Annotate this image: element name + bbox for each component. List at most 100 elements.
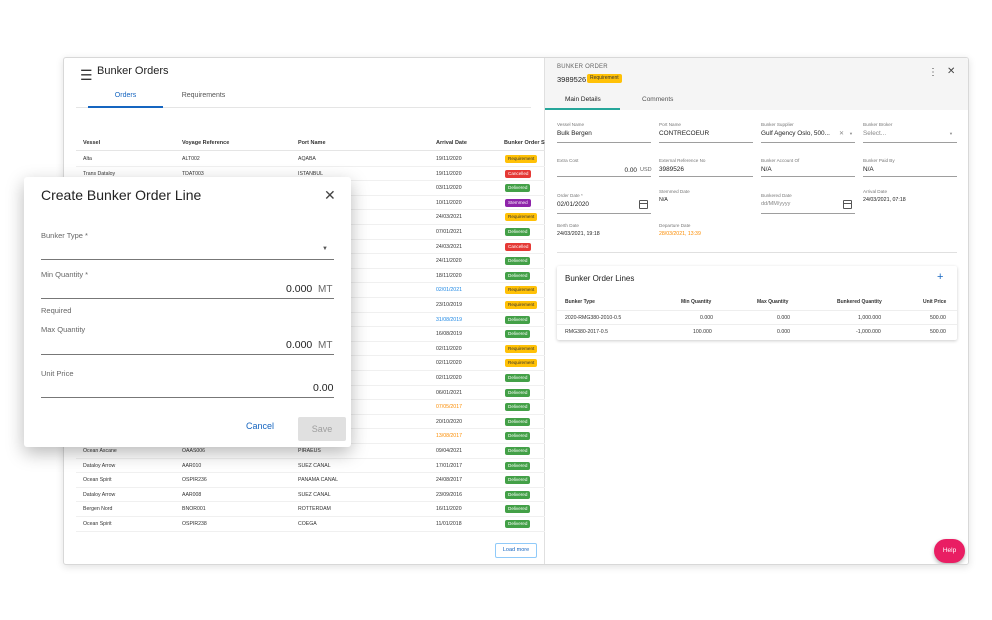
cell-arrival-date: 17/01/2017 bbox=[436, 462, 462, 469]
chevron-down-icon[interactable]: ▼ bbox=[949, 131, 953, 136]
load-more-button[interactable]: Load more bbox=[495, 543, 537, 558]
add-line-icon[interactable]: + bbox=[937, 271, 944, 283]
table-row[interactable]: Dataloy Arrow AAR010 SUEZ CANAL 17/01/2017 D… bbox=[76, 459, 545, 474]
cell-vessel: Ocean Spirit bbox=[83, 477, 112, 484]
chevron-down-icon[interactable]: ▼ bbox=[322, 246, 328, 252]
line-max: 0.000 bbox=[777, 329, 790, 335]
page-title: Bunker Orders bbox=[97, 65, 169, 77]
bunker-type-select[interactable] bbox=[41, 259, 334, 260]
status-badge: Delivered bbox=[505, 388, 531, 397]
status-badge: Delivered bbox=[505, 330, 531, 339]
cell-voyage: OSPIR238 bbox=[182, 521, 207, 527]
line-row[interactable]: RMG380-2017-0.5 100.000 0.000 -1,000.000… bbox=[557, 324, 957, 338]
status-badge: Delivered bbox=[505, 374, 531, 382]
required-error-text: Required bbox=[41, 306, 72, 315]
lines-col-bunkered: Bunkered Quantity bbox=[837, 299, 882, 305]
calendar-icon[interactable] bbox=[639, 200, 648, 209]
cell-arrival-date: 02/01/2021 bbox=[436, 287, 462, 294]
cell-port: ISTANBUL bbox=[298, 170, 323, 177]
status-badge: Delivered bbox=[505, 184, 531, 193]
cell-arrival-date: 19/11/2020 bbox=[436, 156, 462, 162]
table-row[interactable]: Ocean Spirit OSPIR236 PANAMA CANAL 24/08/20… bbox=[76, 473, 545, 488]
table-row[interactable]: Dataloy Arrow AAR008 SUEZ CANAL 23/09/2016 D… bbox=[76, 488, 545, 503]
table-header: Vessel Voyage Reference Port Name Arriva… bbox=[76, 135, 545, 151]
lines-title: Bunker Order Lines bbox=[565, 274, 635, 283]
bunker-broker-field[interactable]: Bunker Broker Select... ▼ bbox=[863, 122, 957, 143]
cell-port: PIRAEUS bbox=[298, 448, 321, 454]
bunker-account-field[interactable]: Bunker Account Of N/A bbox=[761, 158, 855, 177]
min-quantity-unit: MT bbox=[318, 284, 333, 295]
table-row[interactable]: Alta ALT002 AQABA 19/11/2020 Requirement bbox=[76, 152, 545, 167]
line-row[interactable]: 2020-RMG380-2010-0.5 0.000 0.000 1,000.0… bbox=[557, 310, 957, 324]
cell-voyage: AAR010 bbox=[182, 462, 202, 469]
status-badge: Delivered bbox=[505, 447, 531, 455]
help-button[interactable]: Help bbox=[934, 539, 965, 563]
port-name-field[interactable]: Port Name CONTRECOEUR bbox=[659, 122, 753, 143]
min-quantity-input[interactable]: 0.000 bbox=[286, 283, 313, 295]
field-value: dd/MM/yyyy bbox=[761, 201, 791, 207]
extra-cost-field[interactable]: Extra Cost 0.00 USD bbox=[557, 158, 652, 177]
line-bunkered: 1,000.000 bbox=[858, 315, 882, 321]
clear-icon[interactable]: ✕ bbox=[839, 131, 845, 137]
bunker-order-lines-card: Bunker Order Lines + Bunker Type Min Qua… bbox=[557, 266, 957, 340]
field-value: N/A bbox=[761, 166, 772, 173]
cell-port: SUEZ CANAL bbox=[298, 491, 331, 498]
max-quantity-unit: MT bbox=[318, 340, 333, 351]
tab-comments[interactable]: Comments bbox=[642, 96, 674, 103]
col-port[interactable]: Port Name bbox=[298, 140, 326, 146]
external-reference-field[interactable]: External Reference No 3989526 bbox=[659, 158, 753, 177]
tab-main-details[interactable]: Main Details bbox=[565, 96, 601, 103]
arrival-date-field: Arrival Date 24/03/2021, 07:18 bbox=[863, 189, 957, 203]
status-badge: Requirement bbox=[505, 213, 538, 222]
berth-date-field: Berth Date 24/03/2021, 19:18 bbox=[557, 223, 651, 237]
col-voyage[interactable]: Voyage Reference bbox=[182, 140, 230, 146]
vessel-name-field[interactable]: Vessel Name Bulk Bergen bbox=[557, 122, 651, 143]
status-badge: Delivered bbox=[505, 403, 531, 412]
col-vessel[interactable]: Vessel bbox=[83, 140, 101, 146]
col-arrival-date[interactable]: Arrival Date bbox=[436, 140, 467, 146]
col-status[interactable]: Bunker Order S bbox=[504, 140, 545, 146]
menu-icon[interactable]: ☰ bbox=[80, 67, 93, 83]
field-underline bbox=[761, 213, 855, 214]
field-label: Extra Cost bbox=[557, 158, 579, 163]
field-underline bbox=[863, 142, 957, 143]
field-label: Arrival Date bbox=[863, 189, 887, 194]
cell-arrival-date: 24/03/2021 bbox=[436, 214, 462, 221]
cell-arrival-date: 10/11/2020 bbox=[436, 199, 462, 206]
max-quantity-input[interactable]: 0.000 bbox=[286, 339, 313, 351]
status-badge: Requirement bbox=[505, 286, 538, 295]
tab-requirements[interactable]: Requirements bbox=[181, 92, 226, 99]
table-row[interactable]: Ocean Ascane OAAS006 PIRAEUS 09/04/2021 Deli… bbox=[76, 444, 545, 459]
close-icon[interactable]: ✕ bbox=[947, 66, 956, 77]
order-date-field[interactable]: Order Date * 02/01/2020 bbox=[557, 193, 651, 214]
cell-arrival-date: 23/10/2019 bbox=[436, 302, 462, 308]
create-bunker-order-line-dialog: Create Bunker Order Line ✕ Bunker Type *… bbox=[24, 177, 351, 447]
field-value: 24/03/2021, 19:18 bbox=[557, 231, 600, 237]
field-label: Bunkered Date bbox=[761, 193, 792, 198]
bunkered-date-field[interactable]: Bunkered Date dd/MM/yyyy bbox=[761, 193, 855, 214]
bunker-paid-by-field[interactable]: Bunker Paid By N/A bbox=[863, 158, 957, 177]
cell-arrival-date: 16/08/2019 bbox=[436, 331, 462, 338]
table-row[interactable]: Bergen Nord BNOR001 ROTTERDAM 16/11/2020 Del… bbox=[76, 502, 545, 517]
bunker-supplier-field[interactable]: Bunker Supplier Gulf Agency Oslo, 500...… bbox=[761, 122, 855, 143]
field-label: Vessel Name bbox=[557, 122, 585, 127]
field-value: N/A bbox=[659, 197, 668, 203]
order-number: 3989526 bbox=[557, 75, 587, 84]
calendar-icon[interactable] bbox=[843, 200, 852, 209]
field-value: 0.00 bbox=[624, 167, 637, 174]
min-quantity-underline bbox=[41, 298, 334, 299]
unit-price-input[interactable]: 0.00 bbox=[313, 382, 334, 394]
cell-arrival-date: 19/11/2020 bbox=[436, 170, 462, 177]
cell-voyage: OSPIR236 bbox=[182, 477, 207, 484]
cancel-button[interactable]: Cancel bbox=[246, 421, 275, 431]
line-price: 500.00 bbox=[930, 315, 946, 321]
cell-voyage: TDAT003 bbox=[182, 170, 204, 177]
chevron-down-icon[interactable]: ▼ bbox=[849, 131, 853, 136]
close-icon[interactable]: ✕ bbox=[324, 187, 336, 203]
tab-orders[interactable]: Orders bbox=[114, 92, 137, 99]
status-badge: Requirement bbox=[505, 301, 538, 309]
field-value: Bulk Bergen bbox=[557, 130, 592, 137]
more-options-icon[interactable]: ⋮ bbox=[928, 67, 938, 78]
save-button[interactable]: Save bbox=[298, 417, 346, 441]
table-row[interactable]: Ocean Spirit OSPIR238 COEGA 11/01/2018 Deliv… bbox=[76, 517, 545, 532]
